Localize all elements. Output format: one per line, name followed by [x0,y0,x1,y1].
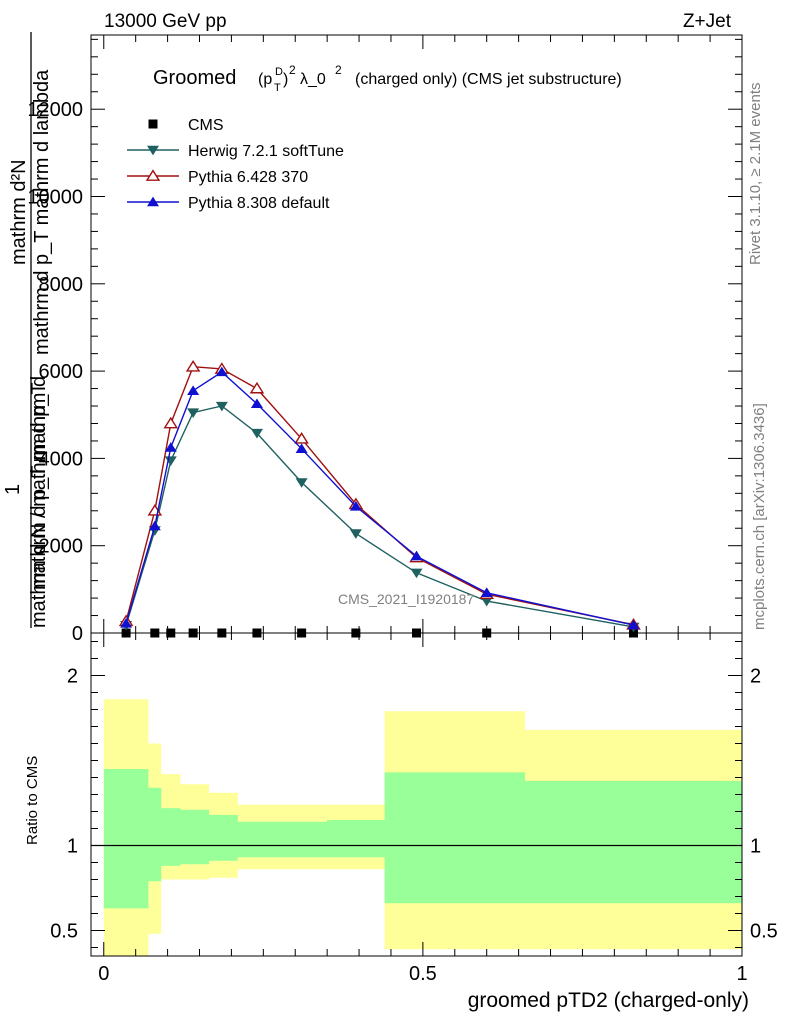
data-point [164,442,177,452]
ratio-y-tick-label: 0.5 [50,921,78,943]
y-tick-label: 8000 [39,274,84,296]
title-math-sub: T [274,82,281,94]
legend-marker [148,119,158,129]
title-math-close: ) [283,71,288,88]
legend-entry: CMS [148,117,224,134]
x-tick-label: 0 [98,963,109,985]
chart-title: Groomed (p D T ) 2 λ_0 2 (charged only) … [153,63,622,94]
legend-label: Herwig 7.2.1 softTune [188,143,344,160]
mcplots-label: mcplots.cern.ch [arXiv:1306.3436] [751,403,768,630]
data-point [187,408,200,418]
svg-text:D: D [275,66,283,78]
svg-text:): ) [283,71,288,88]
legend-entry: Pythia 8.308 default [127,195,330,212]
svg-text:T: T [274,82,281,94]
title-math-base: (p [258,71,272,88]
data-point [250,398,263,409]
watermark: CMS_2021_I1920187 [338,591,474,607]
data-point [215,401,228,412]
ratio-y-tick-label-right: 2 [750,666,761,688]
svg-text:2: 2 [335,63,342,77]
data-point [249,381,265,394]
svg-text:2: 2 [289,63,296,77]
data-point [148,520,161,531]
title-math-sup: D [275,66,283,78]
svg-text:Groomed: Groomed [153,67,236,89]
ratio-y-tick-label-right: 1 [750,836,761,858]
y-label-lower: mathrm d N / mathrm d p_T [28,382,50,628]
y-label-lower-alt: mathrm d p_T mathrm d [28,376,50,590]
legend-entry: Pythia 6.428 370 [127,169,308,186]
y-tick-label: 0 [72,623,83,645]
legend-marker [145,169,161,181]
legend-entry: Herwig 7.2.1 softTune [127,143,344,160]
data-point [163,416,179,429]
y-tick-label: 2000 [39,536,84,558]
data-point [410,550,423,561]
x-axis-label: groomed pTD2 (charged-only) [468,989,749,1012]
ratio-y-tick-label-right: 0.5 [750,921,778,943]
data-point [164,456,177,466]
y-label-upper-alt: mathrm d p_T mathrm d lambda [31,69,53,355]
ratio-y-tick-label: 1 [67,836,78,858]
y-tick-label: 6000 [39,361,84,383]
legend-label: Pythia 8.308 default [188,195,330,212]
svg-text:(charged only) (CMS jet substr: (charged only) (CMS jet substructure) [355,71,622,88]
data-point [480,596,493,607]
title-lambda: λ_0 [300,71,326,88]
data-point [349,529,362,539]
x-tick-label: 0.5 [409,963,437,985]
series-line [125,365,634,626]
x-tick-label: 1 [736,963,747,985]
legend: CMS Herwig 7.2.1 softTune Pythia 6.428 370… [127,117,344,212]
data-point [120,617,133,628]
data-point [185,360,201,372]
rivet-label: Rivet 3.1.10, ≥ 2.1M events [747,83,764,266]
data-point [627,619,640,630]
y-label-upper: mathrm d²N [8,159,30,265]
data-point [250,428,263,439]
svg-text:(p: (p [258,71,272,88]
series-3 [120,366,640,630]
ratio-y-tick-label: 2 [67,666,78,688]
y-tick-label: 12000 [27,99,83,121]
legend-label: Pythia 6.428 370 [188,169,308,186]
data-point [295,443,308,453]
title-prefix: Groomed [153,67,236,89]
ratio-panel: 0.5 0.51 12 20 0.5 1 [50,632,778,985]
data-point [187,385,200,395]
y-tick-label: 4000 [39,448,84,470]
ratio-y-label: Ratio to CMS [24,756,41,845]
data-point [349,501,362,511]
main-panel: 0 2000 4000 6000 8000 10000 12000 CMS_2021_I19… [27,34,743,645]
legend-label: CMS [188,117,224,134]
legend-marker [147,196,159,207]
legend-marker [147,145,159,156]
title-lambda-pow: 2 [335,63,342,77]
data-point [410,568,423,579]
title-suffix: (charged only) (CMS jet substructure) [355,71,622,88]
y-tick-label: 10000 [27,187,83,209]
data-point [480,587,493,598]
y-label-one: 1 [2,484,24,495]
title-math-pow: 2 [289,63,296,77]
svg-text:λ_0: λ_0 [300,71,326,88]
series-2 [118,360,641,630]
header-left: 13000 GeV pp [104,11,227,32]
data-point [295,478,308,488]
inner-uncertainty-band [103,769,743,909]
header-right: Z+Jet [683,11,732,32]
data-point [215,366,228,377]
y-axis-label: mathrm d²N mathrm d p_T mathrm d lambda … [2,32,53,628]
data-point [294,432,309,444]
